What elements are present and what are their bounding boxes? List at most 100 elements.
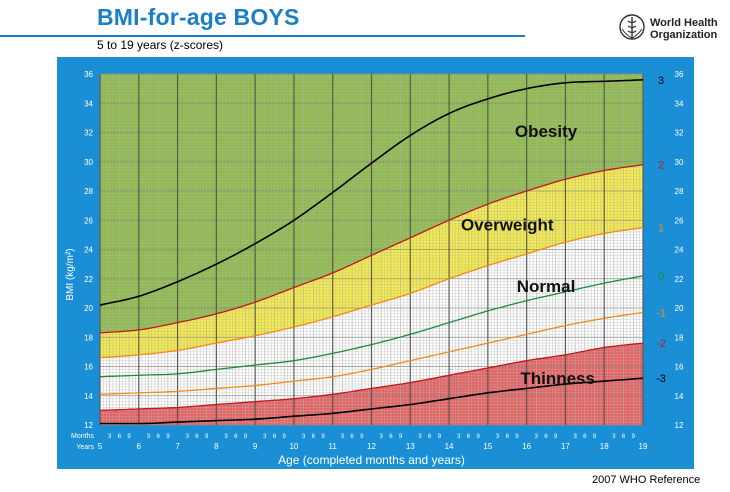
month-tick-label: 3 bbox=[147, 434, 151, 440]
month-tick-label: 6 bbox=[389, 434, 393, 440]
month-tick-label: 3 bbox=[573, 434, 577, 440]
footer-reference: 2007 WHO Reference bbox=[592, 474, 701, 486]
y-tick-label-right: 22 bbox=[675, 275, 684, 284]
zone-label-thinness: Thinness bbox=[520, 369, 595, 388]
zscore-label: -3 bbox=[656, 373, 666, 385]
month-tick-label: 9 bbox=[127, 434, 131, 440]
x-tick-label: 17 bbox=[561, 442, 570, 451]
y-tick-label-right: 32 bbox=[675, 129, 684, 138]
zscore-label: 1 bbox=[658, 223, 664, 235]
month-tick-label: 9 bbox=[283, 434, 287, 440]
y-tick-label: 32 bbox=[84, 129, 93, 138]
y-tick-label: 26 bbox=[84, 216, 93, 225]
month-tick-label: 3 bbox=[380, 434, 384, 440]
curve-z--1 bbox=[99, 311, 644, 395]
y-tick-label-right: 18 bbox=[675, 333, 684, 342]
years-row-label: Years bbox=[76, 444, 94, 451]
x-tick-label: 11 bbox=[329, 442, 338, 451]
month-tick-label: 9 bbox=[438, 434, 442, 440]
month-tick-label: 6 bbox=[622, 434, 626, 440]
month-tick-label: 6 bbox=[583, 434, 587, 440]
curve-z-1 bbox=[99, 226, 644, 359]
org-name-line1: World Health bbox=[650, 17, 718, 29]
curve-z-2 bbox=[99, 164, 644, 334]
y-tick-label: 12 bbox=[84, 421, 93, 430]
x-tick-label: 10 bbox=[289, 442, 298, 451]
zone-label-obesity: Obesity bbox=[515, 122, 578, 141]
month-tick-label: 9 bbox=[476, 434, 480, 440]
month-tick-label: 3 bbox=[612, 434, 616, 440]
zscore-label: -2 bbox=[656, 338, 666, 350]
x-tick-label: 19 bbox=[639, 442, 648, 451]
x-tick-label: 7 bbox=[175, 442, 180, 451]
zscore-label: 0 bbox=[658, 271, 664, 283]
month-tick-label: 9 bbox=[321, 434, 325, 440]
month-tick-label: 9 bbox=[399, 434, 403, 440]
x-tick-label: 6 bbox=[137, 442, 142, 451]
curve-z-0 bbox=[99, 275, 644, 378]
y-tick-label: 30 bbox=[84, 158, 93, 167]
y-axis-title: BMI (kg/m²) bbox=[65, 248, 76, 300]
y-tick-label: 24 bbox=[84, 246, 93, 255]
zscore-label: 2 bbox=[658, 160, 664, 172]
y-tick-label-right: 14 bbox=[675, 392, 684, 401]
month-tick-label: 3 bbox=[418, 434, 422, 440]
zone-label-normal: Normal bbox=[517, 277, 576, 296]
month-tick-label: 6 bbox=[312, 434, 316, 440]
y-tick-label: 16 bbox=[84, 363, 93, 372]
x-tick-label: 5 bbox=[98, 442, 103, 451]
month-tick-label: 3 bbox=[535, 434, 539, 440]
month-tick-label: 6 bbox=[350, 434, 354, 440]
month-tick-label: 3 bbox=[263, 434, 267, 440]
month-tick-label: 3 bbox=[186, 434, 190, 440]
y-tick-label-right: 34 bbox=[675, 99, 684, 108]
month-tick-label: 9 bbox=[554, 434, 558, 440]
month-tick-label: 9 bbox=[166, 434, 170, 440]
y-tick-label-right: 16 bbox=[675, 363, 684, 372]
x-tick-label: 15 bbox=[483, 442, 492, 451]
y-tick-label-right: 26 bbox=[675, 216, 684, 225]
y-tick-label: 22 bbox=[84, 275, 93, 284]
month-tick-label: 6 bbox=[428, 434, 432, 440]
month-tick-label: 6 bbox=[273, 434, 277, 440]
grid bbox=[99, 73, 644, 426]
month-tick-label: 6 bbox=[157, 434, 161, 440]
x-tick-label: 18 bbox=[600, 442, 609, 451]
month-tick-label: 6 bbox=[467, 434, 471, 440]
zone-label-overweight: Overweight bbox=[461, 215, 554, 234]
y-tick-label-right: 28 bbox=[675, 187, 684, 196]
curve-z-3 bbox=[99, 79, 644, 306]
x-tick-label: 16 bbox=[522, 442, 531, 451]
y-tick-label: 28 bbox=[84, 187, 93, 196]
month-tick-label: 9 bbox=[360, 434, 364, 440]
x-tick-label: 9 bbox=[253, 442, 258, 451]
bmi-chart: 3210-1-2-3ObesityOverweightNormalThinnes… bbox=[57, 57, 694, 469]
month-tick-label: 3 bbox=[341, 434, 345, 440]
y-tick-label: 20 bbox=[84, 304, 93, 313]
y-tick-label: 34 bbox=[84, 99, 93, 108]
x-axis-title: Age (completed months and years) bbox=[278, 453, 465, 467]
month-tick-label: 3 bbox=[496, 434, 500, 440]
y-tick-label: 18 bbox=[84, 333, 93, 342]
x-tick-label: 12 bbox=[367, 442, 376, 451]
y-tick-label: 36 bbox=[84, 70, 93, 79]
curve-z--3 bbox=[100, 377, 644, 425]
y-tick-label-right: 30 bbox=[675, 158, 684, 167]
title-rule bbox=[0, 35, 525, 37]
x-tick-label: 13 bbox=[406, 442, 415, 451]
zscore-label: 3 bbox=[658, 75, 664, 87]
org-name: World Health Organization bbox=[650, 17, 718, 41]
month-tick-label: 9 bbox=[205, 434, 209, 440]
curve-z--2 bbox=[99, 342, 644, 412]
chart-subtitle: 5 to 19 years (z-scores) bbox=[97, 38, 224, 52]
month-tick-label: 6 bbox=[234, 434, 238, 440]
month-tick-label: 6 bbox=[195, 434, 199, 440]
month-tick-label: 3 bbox=[457, 434, 461, 440]
org-name-line2: Organization bbox=[650, 29, 718, 41]
y-tick-label-right: 24 bbox=[675, 246, 684, 255]
month-tick-label: 6 bbox=[506, 434, 510, 440]
chart-title: BMI-for-age BOYS bbox=[97, 4, 300, 30]
x-tick-label: 8 bbox=[214, 442, 219, 451]
month-tick-label: 9 bbox=[593, 434, 597, 440]
zscore-label: -1 bbox=[656, 307, 666, 319]
